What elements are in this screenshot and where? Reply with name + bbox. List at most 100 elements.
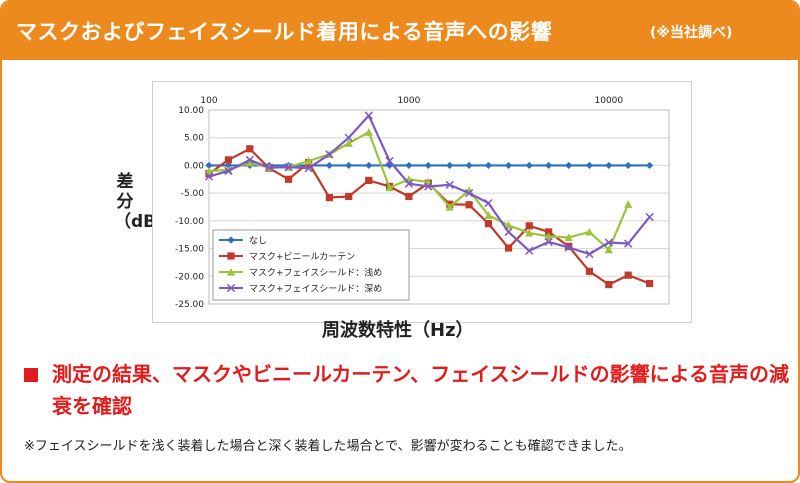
legend-swatch-marker — [227, 252, 235, 260]
y-tick-label: 5.00 — [184, 134, 204, 144]
data-point-s2 — [545, 228, 553, 236]
data-point-s2 — [646, 279, 654, 288]
data-point-s3 — [544, 232, 553, 240]
data-point-s1 — [405, 161, 413, 170]
bullet-square — [24, 368, 38, 382]
data-point-s4 — [504, 227, 513, 237]
legend-entry: マスク+フェイスシールド：深め — [249, 284, 382, 295]
data-point-s1 — [624, 161, 632, 170]
data-point-s4 — [204, 172, 214, 181]
data-point-s1 — [525, 161, 533, 170]
data-point-s2 — [345, 192, 353, 201]
data-point-s1 — [545, 161, 553, 170]
data-point-s4 — [404, 179, 414, 188]
data-point-s1 — [224, 161, 232, 170]
data-point-s2 — [585, 267, 594, 275]
data-point-s4 — [604, 238, 613, 247]
data-point-s2 — [365, 176, 373, 184]
data-point-s1 — [484, 161, 493, 170]
data-point-s4 — [284, 162, 293, 172]
legend-entry: マスク+ビニールカーテン — [249, 252, 355, 263]
data-point-s1 — [646, 161, 654, 170]
legend-entry: なし — [249, 236, 267, 247]
data-point-s4 — [624, 239, 633, 248]
data-point-s2 — [624, 271, 632, 279]
data-point-s4 — [245, 155, 254, 165]
data-point-s2 — [246, 145, 254, 153]
plot-area-border — [208, 109, 670, 305]
y-tick-label: -5.00 — [181, 189, 205, 199]
data-point-s3 — [204, 166, 214, 175]
data-point-s1 — [365, 161, 373, 170]
y-tick-label: -15.00 — [175, 245, 204, 255]
data-point-s4 — [544, 237, 553, 247]
data-point-s2 — [605, 281, 613, 289]
x-tick-label: 100 — [200, 96, 217, 106]
data-point-s2 — [284, 175, 293, 183]
line-chart: 10.00 5.00 0.00 -5.00 -10.00 -15.00 -20.00 -25.… — [175, 96, 670, 310]
data-point-s3 — [344, 139, 353, 147]
data-point-s4 — [464, 189, 474, 198]
header-bar: マスクおよびフェイスシールド着用による音声への影響 (※当社調べ) — [2, 2, 798, 60]
y-tick-label: 0.00 — [184, 161, 204, 171]
data-point-s3 — [564, 233, 573, 242]
data-point-s4 — [445, 180, 454, 189]
data-point-s4 — [525, 246, 534, 255]
data-point-s4 — [484, 198, 493, 208]
legend-entry: マスク+フェイスシールド：浅め — [249, 267, 382, 279]
y-tick-label: -25.00 — [175, 300, 204, 310]
data-point-s4 — [564, 243, 573, 252]
data-point-s1 — [446, 161, 454, 170]
conclusion-text: 測定の結果、マスクやビニールカーテン、フェイスシールドの影響による音声の減衰を確… — [52, 362, 789, 418]
data-point-s2 — [465, 201, 473, 209]
legend-swatch-marker — [226, 283, 236, 293]
data-point-s1 — [325, 161, 333, 170]
data-point-s3 — [304, 156, 313, 165]
y-tick-label: -10.00 — [175, 217, 204, 227]
data-point-s4 — [344, 133, 353, 142]
data-point-s3 — [525, 228, 534, 237]
data-point-s2 — [224, 156, 232, 164]
data-point-s1 — [565, 161, 573, 170]
data-point-s3 — [585, 227, 594, 236]
data-point-s1 — [504, 161, 513, 170]
x-tick-label: 1000 — [397, 96, 420, 106]
data-point-s1 — [605, 161, 613, 170]
data-point-s1 — [424, 161, 432, 170]
chart-x-axis-label: 周波数特性（Hz） — [322, 320, 474, 341]
data-point-s3 — [504, 221, 513, 229]
data-point-s4 — [585, 249, 594, 259]
data-point-s4 — [645, 212, 654, 222]
legend-box — [212, 229, 410, 301]
data-point-s3 — [445, 202, 454, 211]
data-point-s2 — [405, 192, 413, 201]
data-point-s3 — [364, 128, 373, 136]
data-point-s2 — [325, 193, 333, 202]
data-point-s1 — [465, 161, 473, 170]
legend-swatch-marker — [227, 236, 235, 244]
y-tick-label: 10.00 — [178, 106, 204, 116]
data-point-s2 — [504, 244, 513, 252]
data-point-s3 — [604, 245, 613, 254]
data-point-s4 — [325, 150, 334, 159]
footnote-text: ※フェイスシールドを浅く装着した場合と深く装着した場合とで、影響が変わることも確… — [24, 439, 632, 454]
data-point-s2 — [484, 220, 493, 228]
data-point-s4 — [224, 166, 233, 176]
chart-y-axis-label: 差分（dB） — [114, 172, 174, 232]
data-point-s3 — [484, 211, 493, 219]
data-point-s3 — [624, 200, 633, 208]
header-title: マスクおよびフェイスシールド着用による音声への影響 — [16, 20, 553, 44]
legend-swatch-marker — [226, 267, 236, 276]
data-point-s4 — [304, 164, 313, 173]
data-point-s4 — [364, 111, 373, 120]
data-point-s4 — [385, 156, 394, 166]
header-note: (※当社調べ) — [650, 25, 733, 41]
data-point-s4 — [265, 163, 274, 172]
data-point-s3 — [245, 158, 254, 167]
data-point-s4 — [424, 182, 433, 191]
data-point-s1 — [585, 161, 594, 170]
data-point-s3 — [385, 183, 394, 192]
chart-area: 10.00 5.00 0.00 -5.00 -10.00 -15.00 -20.00 -25.… — [152, 81, 692, 323]
y-tick-label: -20.00 — [175, 272, 204, 282]
